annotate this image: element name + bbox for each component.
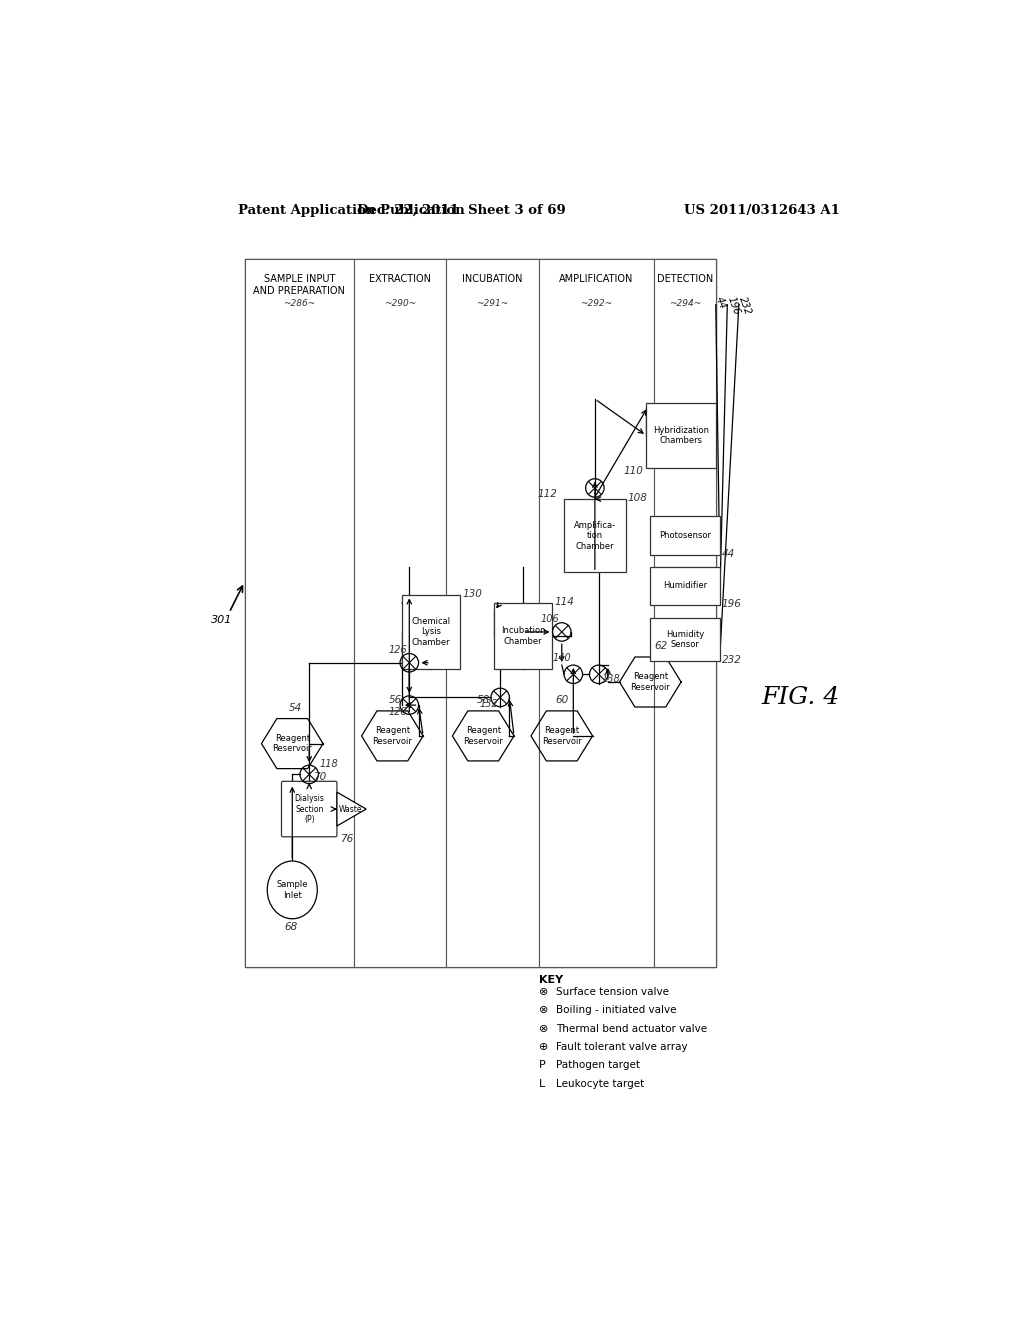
Bar bbox=[650, 566, 720, 605]
Text: 60: 60 bbox=[556, 696, 569, 705]
Bar bbox=[564, 499, 626, 573]
Polygon shape bbox=[337, 792, 367, 826]
Text: 128: 128 bbox=[388, 706, 407, 717]
Text: Thermal bend actuator valve: Thermal bend actuator valve bbox=[556, 1023, 707, 1034]
Text: Amplifica-
tion
Chamber: Amplifica- tion Chamber bbox=[573, 521, 615, 550]
Text: DETECTION: DETECTION bbox=[656, 275, 713, 284]
Bar bbox=[539, 259, 654, 966]
Text: ~292~: ~292~ bbox=[581, 298, 612, 308]
Text: 62: 62 bbox=[654, 642, 668, 651]
Text: ⊗: ⊗ bbox=[539, 1023, 548, 1034]
Text: Dialysis
Section
(P): Dialysis Section (P) bbox=[294, 795, 325, 824]
Text: Incubation
Chamber: Incubation Chamber bbox=[501, 626, 546, 645]
Text: EXTRACTION: EXTRACTION bbox=[369, 275, 431, 284]
Text: 196: 196 bbox=[722, 599, 741, 609]
Text: Hybridization
Chambers: Hybridization Chambers bbox=[653, 426, 709, 445]
Text: 76: 76 bbox=[340, 834, 353, 843]
Text: ⊕: ⊕ bbox=[539, 1041, 548, 1052]
Text: Reagent
Reservoir: Reagent Reservoir bbox=[373, 726, 413, 746]
Bar bbox=[354, 259, 446, 966]
Text: Humidity
Sensor: Humidity Sensor bbox=[666, 630, 705, 649]
Text: US 2011/0312643 A1: US 2011/0312643 A1 bbox=[684, 205, 840, 218]
Text: 138: 138 bbox=[601, 673, 620, 684]
Text: 301: 301 bbox=[211, 615, 232, 626]
FancyBboxPatch shape bbox=[282, 781, 337, 837]
Text: ~294~: ~294~ bbox=[669, 298, 701, 308]
Text: 44: 44 bbox=[722, 549, 735, 558]
Bar bbox=[646, 403, 716, 469]
Text: 118: 118 bbox=[319, 759, 339, 770]
Text: 114: 114 bbox=[554, 597, 574, 607]
Text: Photosensor: Photosensor bbox=[659, 531, 711, 540]
Text: 130: 130 bbox=[462, 589, 482, 599]
Bar bbox=[245, 259, 354, 966]
Text: 112: 112 bbox=[538, 490, 557, 499]
Bar bbox=[650, 516, 720, 554]
Bar bbox=[446, 259, 539, 966]
Text: 68: 68 bbox=[285, 923, 298, 932]
Text: Humidifier: Humidifier bbox=[663, 581, 707, 590]
Ellipse shape bbox=[267, 861, 317, 919]
Text: AMPLIFICATION: AMPLIFICATION bbox=[559, 275, 634, 284]
Bar bbox=[495, 603, 552, 668]
Text: 196: 196 bbox=[726, 296, 741, 317]
Text: 70: 70 bbox=[313, 772, 327, 781]
Text: ~291~: ~291~ bbox=[476, 298, 509, 308]
Text: 232: 232 bbox=[722, 655, 741, 665]
Text: ~286~: ~286~ bbox=[283, 298, 315, 308]
Text: 132: 132 bbox=[479, 700, 498, 709]
Text: ⊗: ⊗ bbox=[539, 1005, 548, 1015]
Text: L: L bbox=[539, 1078, 545, 1089]
Text: 44: 44 bbox=[714, 296, 728, 310]
Text: SAMPLE INPUT
AND PREPARATION: SAMPLE INPUT AND PREPARATION bbox=[253, 275, 345, 296]
Text: 140: 140 bbox=[552, 653, 571, 663]
Text: Surface tension valve: Surface tension valve bbox=[556, 986, 669, 997]
Text: 54: 54 bbox=[289, 702, 302, 713]
Text: Boiling - initiated valve: Boiling - initiated valve bbox=[556, 1005, 676, 1015]
Text: 58: 58 bbox=[477, 696, 490, 705]
Text: 108: 108 bbox=[628, 492, 648, 503]
Bar bbox=[245, 259, 716, 966]
Text: Reagent
Reservoir: Reagent Reservoir bbox=[272, 734, 312, 754]
Text: ⊗: ⊗ bbox=[539, 986, 548, 997]
Text: 110: 110 bbox=[624, 466, 643, 477]
Text: Leukocyte target: Leukocyte target bbox=[556, 1078, 644, 1089]
Bar bbox=[650, 619, 720, 661]
Text: 126: 126 bbox=[388, 645, 407, 655]
Text: Pathogen target: Pathogen target bbox=[556, 1060, 640, 1071]
Text: Fault tolerant valve array: Fault tolerant valve array bbox=[556, 1041, 687, 1052]
Text: Sample
Inlet: Sample Inlet bbox=[276, 880, 308, 900]
Text: KEY: KEY bbox=[539, 974, 563, 985]
Text: 232: 232 bbox=[737, 296, 753, 317]
Text: Waste: Waste bbox=[339, 805, 362, 813]
Text: 56: 56 bbox=[388, 696, 401, 705]
Text: INCUBATION: INCUBATION bbox=[462, 275, 522, 284]
Text: P: P bbox=[539, 1060, 546, 1071]
Text: Reagent
Reservoir: Reagent Reservoir bbox=[542, 726, 582, 746]
Text: Reagent
Reservoir: Reagent Reservoir bbox=[631, 672, 671, 692]
Text: Reagent
Reservoir: Reagent Reservoir bbox=[463, 726, 503, 746]
Text: ~290~: ~290~ bbox=[384, 298, 416, 308]
Text: FIG. 4: FIG. 4 bbox=[761, 686, 840, 709]
Text: Dec. 22, 2011  Sheet 3 of 69: Dec. 22, 2011 Sheet 3 of 69 bbox=[357, 205, 566, 218]
Bar bbox=[402, 595, 460, 668]
Bar bbox=[654, 259, 716, 966]
Text: Patent Application Publication: Patent Application Publication bbox=[239, 205, 465, 218]
Text: Chemical
Lysis
Chamber: Chemical Lysis Chamber bbox=[412, 616, 451, 647]
Text: 106: 106 bbox=[541, 614, 559, 624]
